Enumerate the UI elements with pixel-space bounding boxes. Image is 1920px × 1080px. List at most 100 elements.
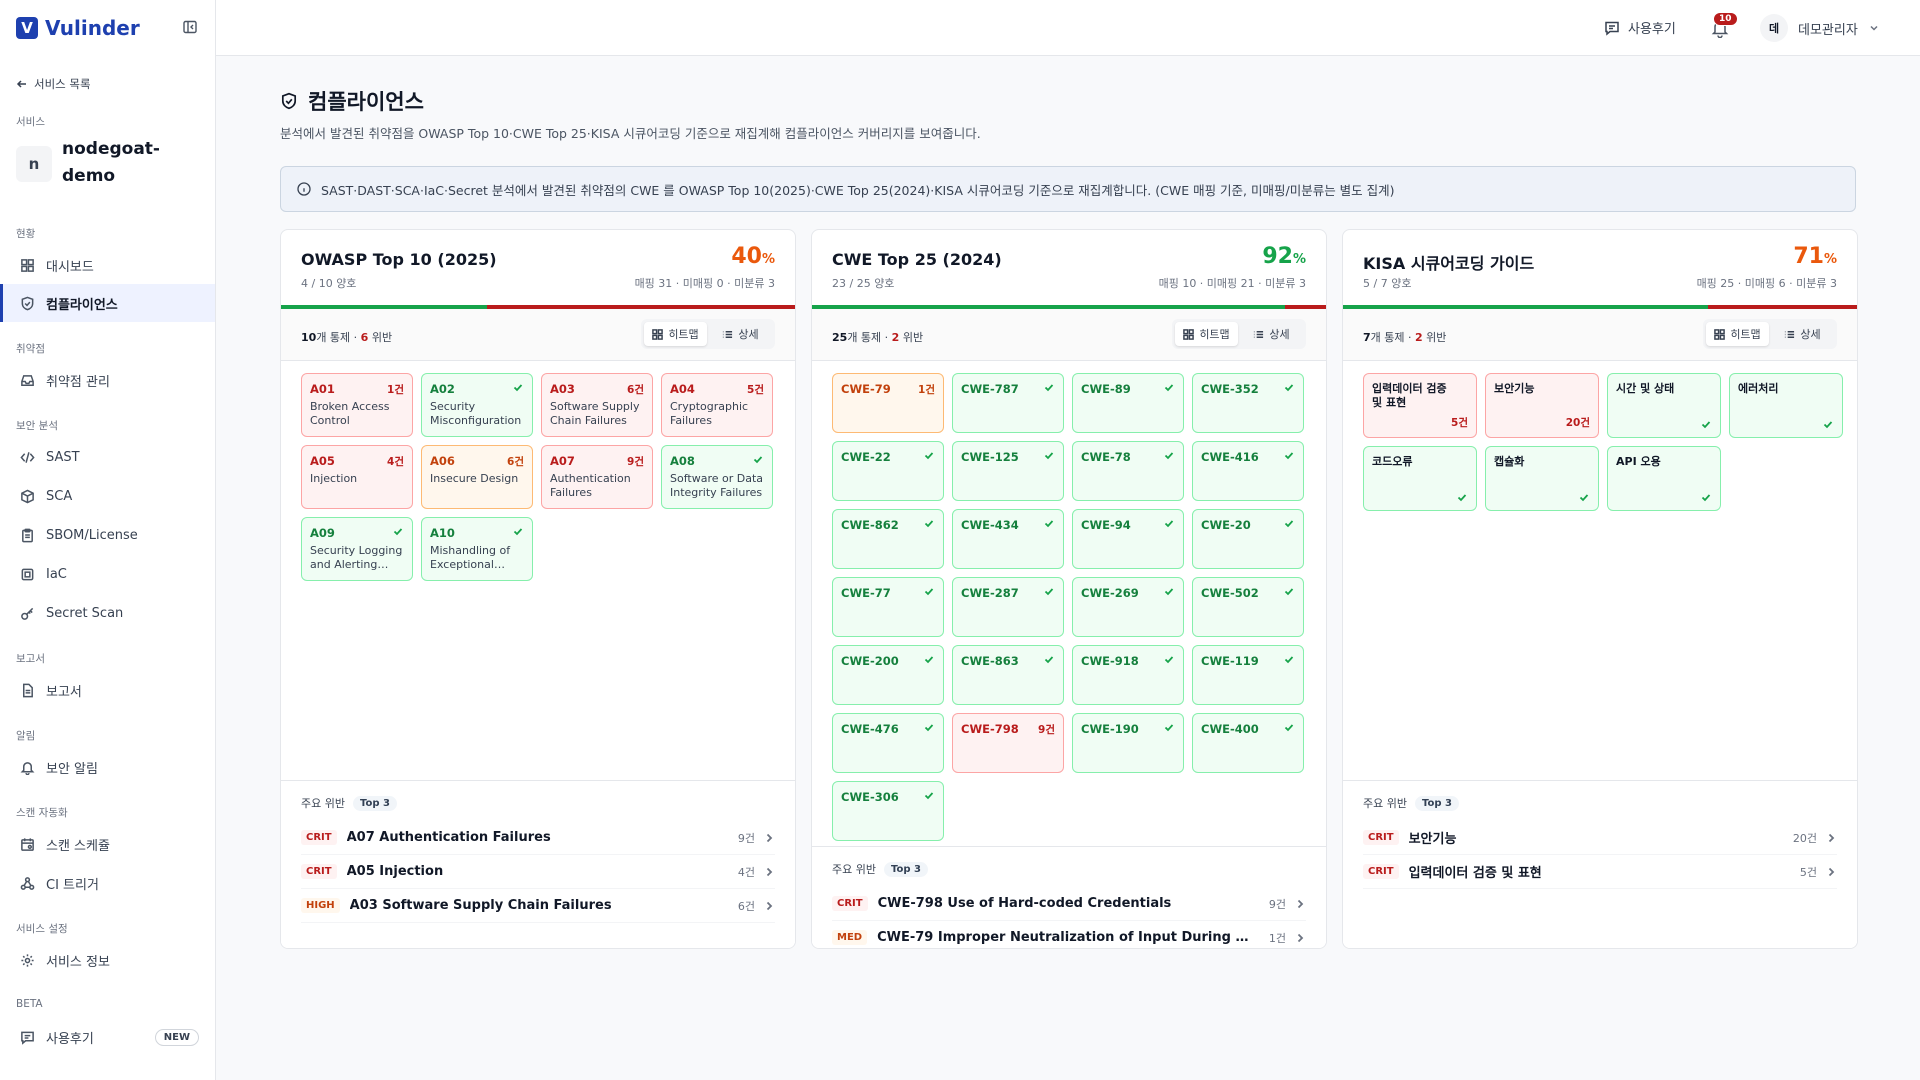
violation-row[interactable]: CRIT 보안기능 20건: [1363, 821, 1837, 855]
sidebar-item-sast[interactable]: SAST: [0, 438, 215, 476]
chevron-right-icon: [766, 833, 773, 842]
control-cell[interactable]: CWE-502: [1192, 577, 1304, 637]
sidebar-item-security-alerts[interactable]: 보안 알림: [0, 748, 215, 786]
check-icon: [513, 528, 523, 536]
control-cell[interactable]: CWE-78: [1072, 441, 1184, 501]
control-cell[interactable]: 입력데이터 검증 및 표현 5건: [1363, 373, 1477, 438]
sidebar-item-reviews[interactable]: 사용후기 NEW: [0, 1018, 215, 1056]
sidebar-item-reports[interactable]: 보고서: [0, 671, 215, 709]
control-cell[interactable]: 코드오류: [1363, 446, 1477, 511]
top-violations-section: 주요 위반 Top 3 CRIT CWE-798 Use of Hard-code…: [812, 846, 1326, 948]
service-avatar: n: [16, 146, 52, 182]
control-cell[interactable]: CWE-400: [1192, 713, 1304, 773]
control-cell[interactable]: CWE-287: [952, 577, 1064, 637]
control-cell[interactable]: CWE-125: [952, 441, 1064, 501]
sidebar-item-iac[interactable]: IaC: [0, 555, 215, 593]
page-title-text: 컴플라이언스: [308, 90, 424, 114]
violation-row[interactable]: CRIT A05 Injection 4건: [301, 855, 775, 889]
control-cell[interactable]: CWE-190: [1072, 713, 1184, 773]
control-id: CWE-20: [1201, 518, 1251, 532]
control-cell[interactable]: CWE-787: [952, 373, 1064, 433]
control-cell[interactable]: A09 Security Logging and Alerting Failure…: [301, 517, 413, 581]
heatmap-view-button[interactable]: 히트맵: [1175, 322, 1238, 346]
check-icon: [1164, 384, 1174, 392]
service-name[interactable]: nodegoat-demo: [62, 139, 160, 186]
info-icon: [297, 182, 311, 196]
sidebar-item-dashboard[interactable]: 대시보드: [0, 246, 215, 284]
control-cell[interactable]: CWE-862: [832, 509, 944, 569]
review-button[interactable]: 사용후기: [1604, 18, 1676, 37]
sidebar-item-compliance[interactable]: 컴플라이언스: [0, 284, 215, 322]
check-icon: [1284, 520, 1294, 528]
control-cell[interactable]: CWE-269: [1072, 577, 1184, 637]
control-cell[interactable]: CWE-416: [1192, 441, 1304, 501]
webhook-icon: [20, 876, 35, 890]
violation-row[interactable]: HIGH A03 Software Supply Chain Failures …: [301, 889, 775, 923]
group-label-alerts: 알림: [16, 730, 36, 742]
control-id: CWE-119: [1201, 654, 1259, 668]
control-cell[interactable]: CWE-306: [832, 781, 944, 841]
control-cell[interactable]: CWE-77: [832, 577, 944, 637]
sidebar-item-label: 대시보드: [46, 259, 94, 275]
control-cell[interactable]: CWE-918: [1072, 645, 1184, 705]
control-cell[interactable]: CWE-22: [832, 441, 944, 501]
control-id: A02: [430, 382, 455, 396]
control-cell[interactable]: 시간 및 상태: [1607, 373, 1721, 438]
detail-view-button[interactable]: 상세: [1771, 322, 1834, 346]
control-cell[interactable]: CWE-863: [952, 645, 1064, 705]
control-cell[interactable]: CWE-119: [1192, 645, 1304, 705]
control-cell[interactable]: CWE-798 9건: [952, 713, 1064, 773]
detail-view-button[interactable]: 상세: [709, 322, 772, 346]
control-cell[interactable]: A08 Software or Data Integrity Failures: [661, 445, 773, 509]
back-to-services-link[interactable]: 서비스 목록: [16, 76, 91, 92]
sidebar-item-sbom-license[interactable]: SBOM/License: [0, 516, 215, 554]
control-name: Injection: [310, 472, 358, 485]
heatmap-view-button[interactable]: 히트맵: [1706, 322, 1769, 346]
mapping-stats: 매핑 10 · 미매핑 21 · 미분류 3: [1158, 277, 1306, 290]
control-id: CWE-306: [841, 790, 899, 804]
control-cell[interactable]: API 오용: [1607, 446, 1721, 511]
control-cell[interactable]: CWE-476: [832, 713, 944, 773]
control-cell[interactable]: A01 Broken Access Control 1건: [301, 373, 413, 437]
violation-count: 6건: [737, 899, 755, 913]
control-cell[interactable]: A07 Authentication Failures 9건: [541, 445, 653, 509]
control-cell[interactable]: 에러처리: [1729, 373, 1843, 438]
control-cell[interactable]: A06 Insecure Design 6건: [421, 445, 533, 509]
control-cell[interactable]: 캡슐화: [1485, 446, 1599, 511]
control-cell[interactable]: A02 Security Misconfiguration: [421, 373, 533, 437]
violation-count: 9건: [1268, 897, 1286, 911]
control-id: CWE-78: [1081, 450, 1131, 464]
control-cell[interactable]: CWE-94: [1072, 509, 1184, 569]
user-menu[interactable]: 데 데모관리자: [1760, 14, 1880, 42]
control-cell[interactable]: CWE-20: [1192, 509, 1304, 569]
control-summary: 7개 통제 · 2 위반: [1363, 329, 1446, 345]
sidebar-item-secret-scan[interactable]: Secret Scan: [0, 594, 215, 632]
control-cell[interactable]: CWE-434: [952, 509, 1064, 569]
detail-view-button[interactable]: 상세: [1240, 322, 1303, 346]
control-cell[interactable]: CWE-79 1건: [832, 373, 944, 433]
sidebar-item-scan-schedule[interactable]: 스캔 스케쥴: [0, 825, 215, 863]
sidebar-collapse-icon[interactable]: [182, 19, 198, 35]
control-id: 보안기능: [1494, 382, 1535, 395]
sidebar-item-service-info[interactable]: 서비스 정보: [0, 941, 215, 979]
brand-logo[interactable]: V Vulinder: [16, 16, 140, 40]
violation-row[interactable]: MED CWE-79 Improper Neutralization of In…: [832, 921, 1306, 948]
sidebar-item-sca[interactable]: SCA: [0, 477, 215, 515]
coverage-bar-pass: [812, 305, 1285, 309]
chevron-right-icon: [766, 867, 773, 876]
control-cell[interactable]: 보안기능 20건: [1485, 373, 1599, 438]
control-cell[interactable]: A10 Mishandling of Exceptional Conditions: [421, 517, 533, 581]
chevron-right-icon: [1828, 867, 1835, 876]
control-cell[interactable]: CWE-89: [1072, 373, 1184, 433]
control-cell[interactable]: CWE-200: [832, 645, 944, 705]
heatmap-view-button[interactable]: 히트맵: [644, 322, 707, 346]
sidebar-item-vuln-management[interactable]: 취약점 관리: [0, 361, 215, 399]
violation-row[interactable]: CRIT CWE-798 Use of Hard-coded Credentia…: [832, 887, 1306, 921]
sidebar-item-ci-trigger[interactable]: CI 트리거: [0, 864, 215, 902]
control-cell[interactable]: CWE-352: [1192, 373, 1304, 433]
control-cell[interactable]: A04 Cryptographic Failures 5건: [661, 373, 773, 437]
control-cell[interactable]: A03 Software Supply Chain Failures 6건: [541, 373, 653, 437]
violation-row[interactable]: CRIT 입력데이터 검증 및 표현 5건: [1363, 855, 1837, 889]
control-cell[interactable]: A05 Injection 4건: [301, 445, 413, 509]
violation-row[interactable]: CRIT A07 Authentication Failures 9건: [301, 821, 775, 855]
